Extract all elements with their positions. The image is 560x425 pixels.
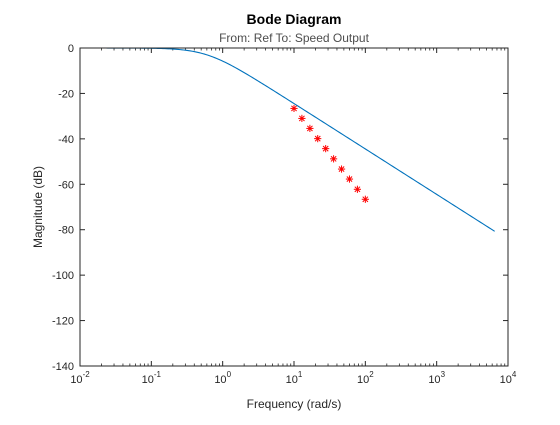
data-point-marker xyxy=(306,124,314,133)
data-point-marker xyxy=(337,165,346,173)
data-point-marker xyxy=(361,195,369,203)
x-tick-label: 101 xyxy=(286,370,303,386)
plot-frame xyxy=(79,47,509,367)
data-point-marker xyxy=(329,155,338,163)
data-point-marker xyxy=(345,175,354,183)
x-axis-label: Frequency (rad/s) xyxy=(247,397,342,411)
y-tick-labels: 0 -20 -40 -60 -80 -100 -120 -140 xyxy=(52,43,74,373)
y-axis-label: Magnitude (dB) xyxy=(31,166,45,248)
plot-area xyxy=(80,48,508,366)
chart-subtitle: From: Ref To: Speed Output xyxy=(219,31,370,45)
data-point-marker xyxy=(322,145,330,153)
data-point-marker xyxy=(353,185,361,193)
x-tick-label: 104 xyxy=(500,370,517,386)
x-tick-label: 100 xyxy=(214,370,231,386)
data-point-marker xyxy=(314,135,322,143)
data-point-marker xyxy=(298,114,306,123)
x-tick-label: 103 xyxy=(428,370,445,386)
y-tick-label: -20 xyxy=(58,88,74,100)
chart-title: Bode Diagram xyxy=(247,11,342,27)
x-tick-label: 10-1 xyxy=(142,370,162,386)
x-tick-label: 102 xyxy=(357,370,374,386)
y-tick-label: -60 xyxy=(58,179,74,191)
y-tick-label: -100 xyxy=(52,270,74,282)
x-tick-label: 10-2 xyxy=(70,370,90,386)
y-tick-label: 0 xyxy=(68,43,74,55)
y-tick-label: -120 xyxy=(52,316,74,328)
y-tick-label: -140 xyxy=(52,361,74,373)
x-tick-labels: 10-2 10-1 100 101 102 103 104 xyxy=(70,370,517,386)
y-tick-label: -40 xyxy=(58,134,74,146)
y-tick-label: -80 xyxy=(58,225,74,237)
data-point-marker xyxy=(290,104,298,113)
